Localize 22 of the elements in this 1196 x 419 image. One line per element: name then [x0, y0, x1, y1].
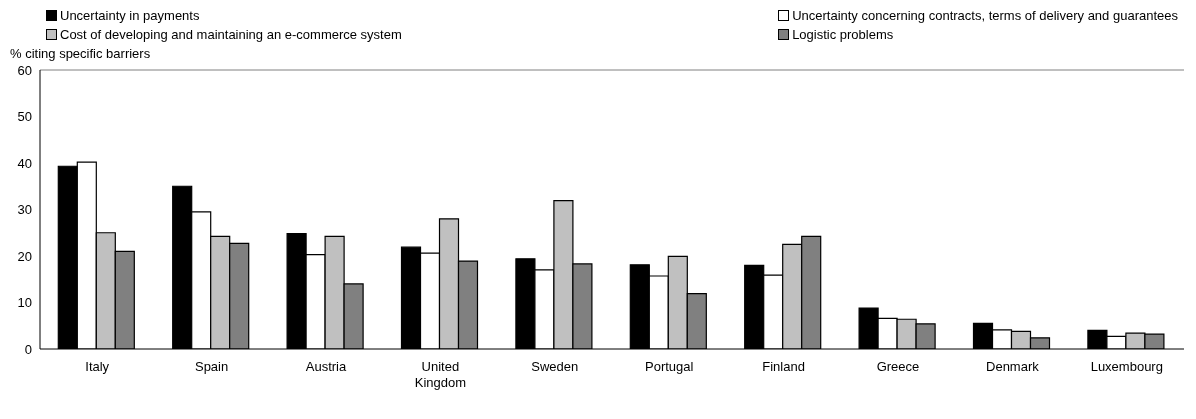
x-tick-label: Austria: [305, 359, 347, 374]
x-tick-label: Greece: [876, 359, 920, 374]
x-tick-label: Luxembourg: [1090, 359, 1163, 374]
x-tick-label: Finland: [762, 359, 805, 374]
x-tick-label: Sweden: [531, 359, 579, 374]
y-axis-title: % citing specific barriers: [10, 46, 152, 61]
x-tick-label: Denmark: [986, 359, 1040, 374]
legend-label: Cost of developing and maintaining an e-commerce system: [60, 27, 402, 42]
y-tick-label: 0: [24, 341, 32, 357]
legend-label: Logistic problems: [792, 27, 894, 42]
y-tick-label: 10: [17, 295, 32, 311]
y-tick-label: 30: [17, 202, 32, 218]
y-tick-label: 40: [17, 155, 32, 171]
x-tick-label: Italy: [85, 359, 110, 374]
x-tick-label: Portugal: [644, 359, 694, 374]
x-tick-label: United Kingdom: [414, 359, 467, 390]
x-tick-label: Spain: [194, 359, 229, 374]
y-tick-label: 20: [17, 248, 32, 264]
y-tick-label: 50: [17, 109, 32, 125]
legend-label: Uncertainty in payments: [60, 8, 200, 23]
y-tick-label: 60: [17, 62, 32, 78]
legend-label: Uncertainty concerning contracts, terms of delivery and guarantees: [792, 8, 1178, 23]
